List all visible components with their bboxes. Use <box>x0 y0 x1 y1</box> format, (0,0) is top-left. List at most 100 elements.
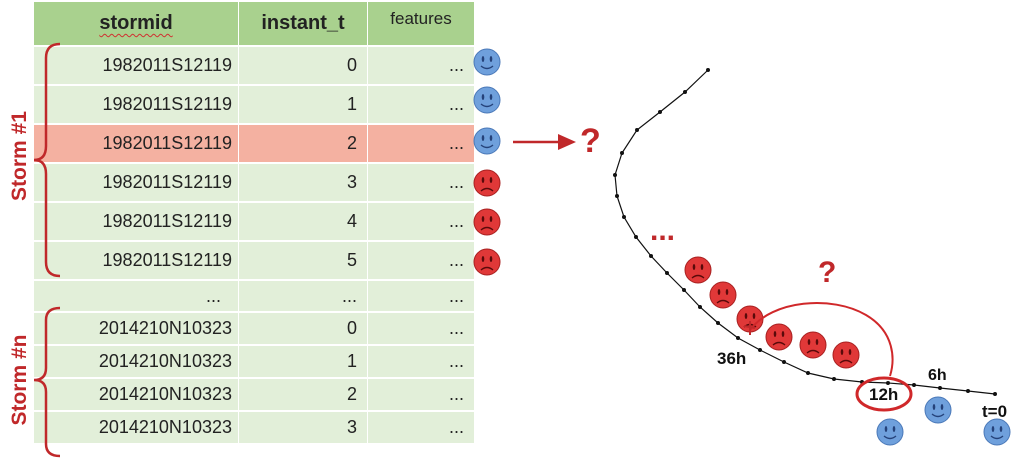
cell-stormid: 1982011S12119 <box>34 125 238 162</box>
sad-face-icon <box>799 331 827 359</box>
cell-stormid: 2014210N10323 <box>34 346 238 377</box>
happy-face-icon <box>876 418 904 446</box>
table-row: 2014210N10323 2 ... <box>34 379 474 410</box>
cell-instant-t: 3 <box>239 164 367 201</box>
track-point <box>782 360 786 364</box>
track-point <box>635 128 639 132</box>
cell-ellipsis: ... <box>239 281 367 311</box>
track-point <box>698 305 702 309</box>
track-point <box>682 288 686 292</box>
table-row-ellipsis: ... ... ... <box>34 281 474 311</box>
cell-stormid: 1982011S12119 <box>34 86 238 123</box>
cell-instant-t: 2 <box>239 125 367 162</box>
track-point <box>993 392 997 396</box>
cell-features: ... <box>368 86 474 123</box>
highlight-12h-ring <box>855 376 913 412</box>
happy-face-icon <box>983 418 1011 446</box>
storm1-brace <box>33 42 61 278</box>
happy-face-icon <box>924 396 952 424</box>
table-row: 2014210N10323 3 ... <box>34 412 474 443</box>
cell-stormid: 1982011S12119 <box>34 164 238 201</box>
cell-ellipsis: ... <box>368 281 474 311</box>
track-point <box>613 173 617 177</box>
cell-features: ... <box>368 346 474 377</box>
track-points <box>613 68 997 396</box>
cell-stormid: 2014210N10323 <box>34 379 238 410</box>
cell-features: ... <box>368 203 474 240</box>
table-row: 1982011S12119 5 ... <box>34 242 474 279</box>
ellipsis-dots: ... <box>650 214 675 247</box>
stormn-brace <box>33 306 61 458</box>
track-point <box>912 383 916 387</box>
cell-ellipsis: ... <box>34 281 238 311</box>
header-features: features <box>368 2 474 45</box>
storm-table: stormid instant_t features 1982011S12119… <box>33 0 475 445</box>
header-stormid: stormid <box>34 2 238 45</box>
cell-stormid: 1982011S12119 <box>34 242 238 279</box>
cell-instant-t: 4 <box>239 203 367 240</box>
sad-face-icon <box>473 208 501 236</box>
sad-face-icon <box>473 248 501 276</box>
loop-end-icon <box>743 321 756 335</box>
sad-face-icon <box>473 169 501 197</box>
question-mark-left: ? <box>580 122 601 160</box>
cell-instant-t: 0 <box>239 313 367 344</box>
label-36h: 36h <box>717 349 746 368</box>
label-12h: 12h <box>869 385 898 404</box>
arrow-right-icon <box>513 134 576 150</box>
cell-features: ... <box>368 412 474 443</box>
forecast-loop <box>749 302 894 377</box>
cell-features: ... <box>368 242 474 279</box>
track-point <box>806 371 810 375</box>
track-point <box>634 235 638 239</box>
track-point <box>665 271 669 275</box>
cell-instant-t: 1 <box>239 346 367 377</box>
cell-instant-t: 1 <box>239 86 367 123</box>
header-stormid-text: stormid <box>99 12 173 34</box>
cell-instant-t: 2 <box>239 379 367 410</box>
track-point <box>716 321 720 325</box>
sad-face-icon <box>709 281 737 309</box>
table-row-highlighted: 1982011S12119 2 ... <box>34 125 474 162</box>
cell-instant-t: 0 <box>239 47 367 84</box>
table-row: 1982011S12119 3 ... <box>34 164 474 201</box>
track-point <box>758 348 762 352</box>
cell-instant-t: 5 <box>239 242 367 279</box>
sad-face-icon <box>832 341 860 369</box>
cell-features: ... <box>368 125 474 162</box>
cell-stormid: 2014210N10323 <box>34 313 238 344</box>
track-point <box>658 110 662 114</box>
track-point <box>649 254 653 258</box>
sad-face-icon <box>684 256 712 284</box>
cell-features: ... <box>368 164 474 201</box>
track-point <box>706 68 710 72</box>
track-point <box>620 151 624 155</box>
cell-instant-t: 3 <box>239 412 367 443</box>
table-header-row: stormid instant_t features <box>34 2 474 45</box>
track-point <box>966 389 970 393</box>
track-point <box>683 90 687 94</box>
question-mark-track: ? <box>818 256 836 289</box>
label-6h: 6h <box>928 367 947 384</box>
happy-face-icon <box>473 48 501 76</box>
happy-face-icon <box>473 127 501 155</box>
happy-face-icon <box>473 86 501 114</box>
label-t0: t=0 <box>982 402 1007 421</box>
track-point <box>736 336 740 340</box>
track-point <box>615 194 619 198</box>
table-row: 2014210N10323 1 ... <box>34 346 474 377</box>
cell-stormid: 1982011S12119 <box>34 47 238 84</box>
header-instant-t: instant_t <box>239 2 367 45</box>
sad-face-icon <box>765 323 793 351</box>
cell-features: ... <box>368 47 474 84</box>
table-row: 1982011S12119 1 ... <box>34 86 474 123</box>
track-point <box>938 386 942 390</box>
track-point <box>622 215 626 219</box>
table-row: 2014210N10323 0 ... <box>34 313 474 344</box>
cell-stormid: 1982011S12119 <box>34 203 238 240</box>
cell-features: ... <box>368 379 474 410</box>
cell-stormid: 2014210N10323 <box>34 412 238 443</box>
table-row: 1982011S12119 4 ... <box>34 203 474 240</box>
table-row: 1982011S12119 0 ... <box>34 47 474 84</box>
